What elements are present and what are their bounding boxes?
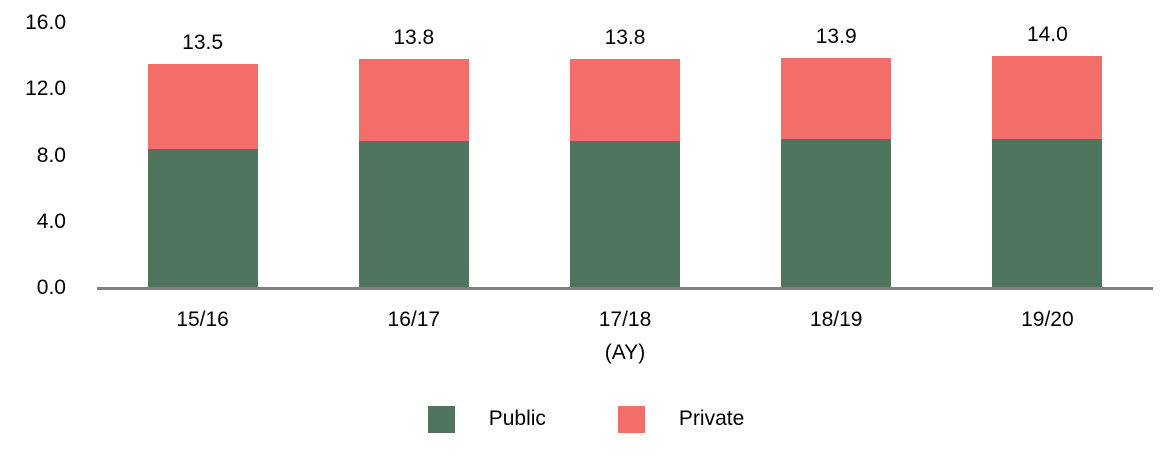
y-tick-label: 8.0 (36, 143, 66, 167)
x-tick-label: 15/16 (176, 308, 229, 331)
bar-total-label: 13.5 (182, 31, 224, 55)
bar-segment-public-17-18 (570, 140, 680, 288)
x-tick-label: 16/17 (387, 308, 441, 331)
x-tick-label: 19/20 (1021, 308, 1074, 331)
bar-segment-public-15-16 (147, 148, 258, 288)
y-tick-label: 4.0 (36, 209, 66, 233)
y-tick-label: 12.0 (25, 77, 66, 101)
y-tick-label: 0.0 (36, 276, 66, 299)
y-tick-label: 16.0 (25, 11, 66, 34)
legend-entry-public: Public (427, 405, 546, 433)
bar-total-label: 13.8 (604, 26, 646, 50)
bar-total-label: 13.8 (393, 26, 435, 50)
bar-total-label: 14.0 (1026, 23, 1068, 47)
legend-label: Public (488, 407, 546, 430)
bar-segment-private-16-17 (358, 59, 469, 141)
x-axis-line (97, 287, 1153, 290)
bar-segment-public-19-20 (992, 138, 1103, 288)
bar-total-label: 13.9 (815, 24, 857, 48)
legend-swatch-private (617, 405, 645, 433)
bar-segment-public-18-19 (781, 138, 892, 288)
x-axis-title: (AY) (604, 341, 646, 364)
bar-segment-public-16-17 (358, 140, 469, 288)
legend-entry-private: Private (617, 405, 745, 433)
bar-segment-private-18-19 (781, 57, 892, 139)
bar-segment-private-15-16 (147, 64, 258, 149)
x-tick-label: 17/18 (598, 308, 652, 331)
bar-segment-private-19-20 (992, 56, 1103, 139)
legend: Public Private (0, 404, 1172, 434)
x-tick-label: 18/19 (809, 308, 863, 331)
bar-segment-private-17-18 (570, 59, 680, 141)
legend-swatch-public (427, 405, 455, 433)
legend-label: Private (678, 407, 745, 430)
